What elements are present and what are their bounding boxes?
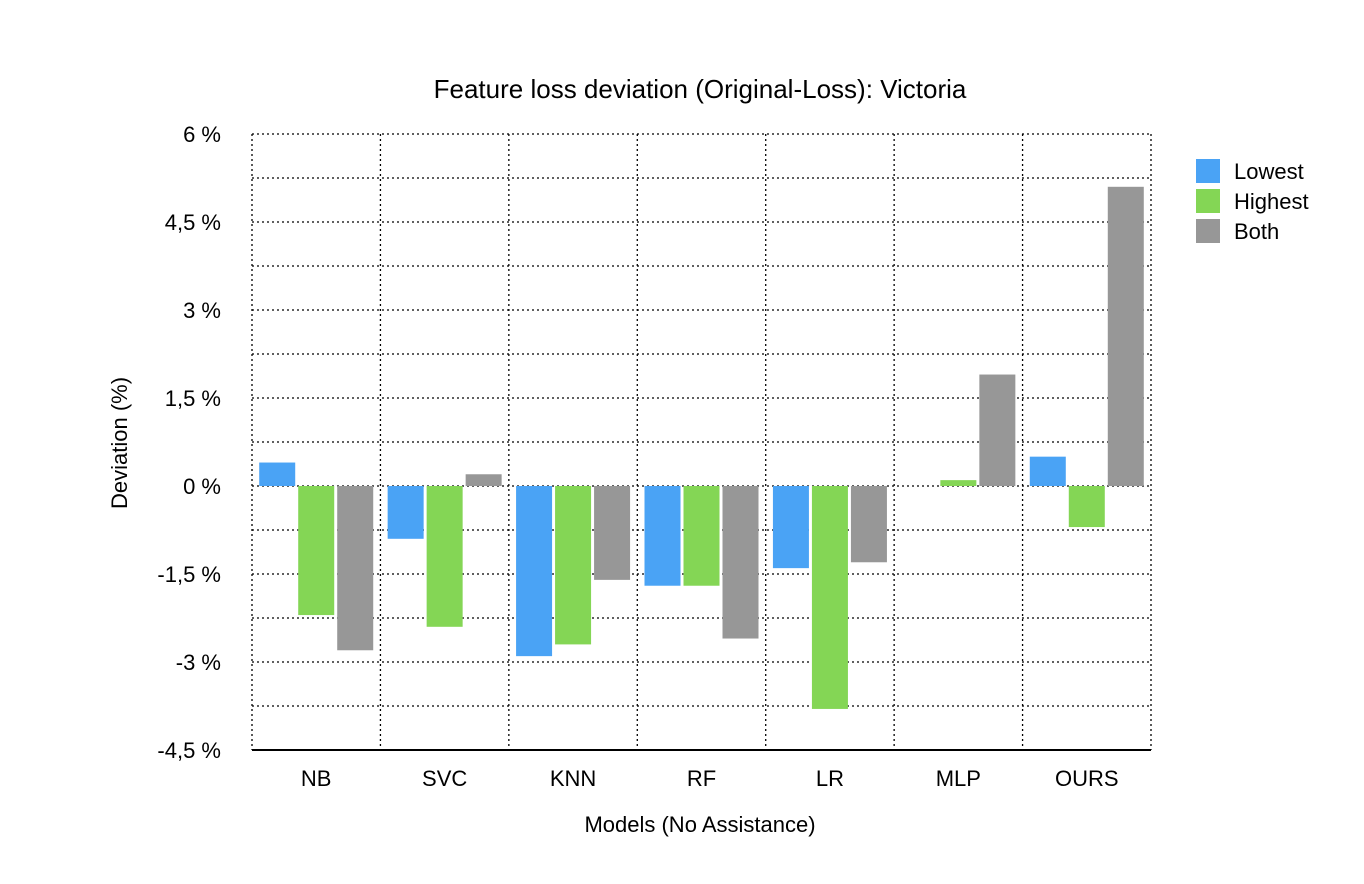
y-tick-label: -4,5 % xyxy=(157,738,221,763)
bar-nb-lowest xyxy=(259,462,296,486)
y-axis-label: Deviation (%) xyxy=(107,377,132,509)
y-tick-labels: 6 % 4,5 % 3 % 1,5 % 0 % -1,5 % -3 % -4,5 % xyxy=(157,122,221,763)
legend-label-both: Both xyxy=(1234,219,1279,244)
y-tick-label: -1,5 % xyxy=(157,562,221,587)
x-tick-label: MLP xyxy=(936,766,981,791)
bar-knn-highest xyxy=(555,486,592,645)
chart-title: Feature loss deviation (Original-Loss): … xyxy=(434,74,967,104)
legend-swatch-highest xyxy=(1196,189,1220,213)
legend-swatch-lowest xyxy=(1196,159,1220,183)
x-tick-label: KNN xyxy=(550,766,596,791)
legend-swatch-both xyxy=(1196,219,1220,243)
x-tick-label: NB xyxy=(301,766,332,791)
y-tick-label: 1,5 % xyxy=(165,386,221,411)
x-tick-label: RF xyxy=(687,766,716,791)
grid-lines xyxy=(251,133,1152,750)
bar-lr-highest xyxy=(811,486,848,709)
x-tick-labels: NB SVC KNN RF LR MLP OURS xyxy=(301,766,1119,791)
bar-lr-lowest xyxy=(772,486,809,569)
bar-ours-highest xyxy=(1068,486,1105,528)
bars xyxy=(259,186,1144,709)
y-tick-label: 4,5 % xyxy=(165,210,221,235)
bar-ours-both xyxy=(1107,186,1144,487)
bar-rf-both xyxy=(722,486,759,639)
bar-svc-lowest xyxy=(387,486,424,539)
bar-lr-both xyxy=(850,486,887,563)
bar-mlp-highest xyxy=(940,480,977,486)
bar-mlp-both xyxy=(979,374,1016,486)
legend-label-lowest: Lowest xyxy=(1234,159,1304,184)
y-tick-label: 6 % xyxy=(183,122,221,147)
bar-svc-both xyxy=(465,474,502,486)
x-tick-label: SVC xyxy=(422,766,467,791)
y-tick-label: 3 % xyxy=(183,298,221,323)
legend: Lowest Highest Both xyxy=(1196,159,1309,244)
bar-rf-highest xyxy=(683,486,720,586)
x-tick-label: OURS xyxy=(1055,766,1119,791)
bar-knn-both xyxy=(594,486,631,580)
y-tick-label: -3 % xyxy=(176,650,221,675)
bar-nb-both xyxy=(337,486,374,651)
bar-knn-lowest xyxy=(516,486,553,657)
bar-ours-lowest xyxy=(1029,456,1066,486)
x-tick-label: LR xyxy=(816,766,844,791)
legend-label-highest: Highest xyxy=(1234,189,1309,214)
bar-nb-highest xyxy=(298,486,335,616)
x-axis-label: Models (No Assistance) xyxy=(584,812,815,837)
bar-rf-lowest xyxy=(644,486,681,586)
bar-svc-highest xyxy=(426,486,463,627)
y-tick-label: 0 % xyxy=(183,474,221,499)
